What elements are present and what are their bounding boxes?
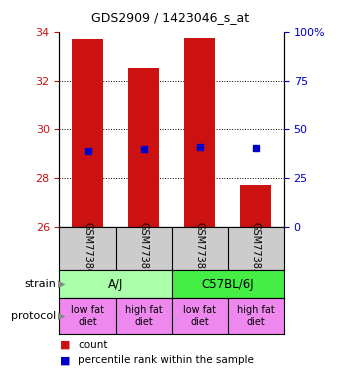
Text: protocol: protocol xyxy=(11,311,56,321)
Text: ■: ■ xyxy=(59,339,70,350)
Text: ▶: ▶ xyxy=(58,279,65,289)
Text: low fat
diet: low fat diet xyxy=(183,305,216,327)
Text: GSM77381: GSM77381 xyxy=(139,222,149,275)
Text: high fat
diet: high fat diet xyxy=(125,305,163,327)
Text: low fat
diet: low fat diet xyxy=(71,305,104,327)
Text: strain: strain xyxy=(24,279,56,289)
Bar xyxy=(59,270,172,298)
Bar xyxy=(128,68,159,227)
Text: high fat
diet: high fat diet xyxy=(237,305,275,327)
Bar xyxy=(172,270,284,298)
Text: ■: ■ xyxy=(59,356,70,366)
Bar xyxy=(240,186,271,227)
Text: GSM77382: GSM77382 xyxy=(195,222,205,275)
Bar xyxy=(184,38,215,227)
Text: count: count xyxy=(78,339,108,350)
Text: A/J: A/J xyxy=(108,278,123,291)
Text: percentile rank within the sample: percentile rank within the sample xyxy=(78,356,254,366)
Text: C57BL/6J: C57BL/6J xyxy=(202,278,254,291)
Text: GDS2909 / 1423046_s_at: GDS2909 / 1423046_s_at xyxy=(91,11,249,24)
Text: ▶: ▶ xyxy=(58,311,65,321)
Text: GSM77383: GSM77383 xyxy=(251,222,261,275)
Text: GSM77380: GSM77380 xyxy=(83,222,92,275)
Bar xyxy=(72,39,103,227)
